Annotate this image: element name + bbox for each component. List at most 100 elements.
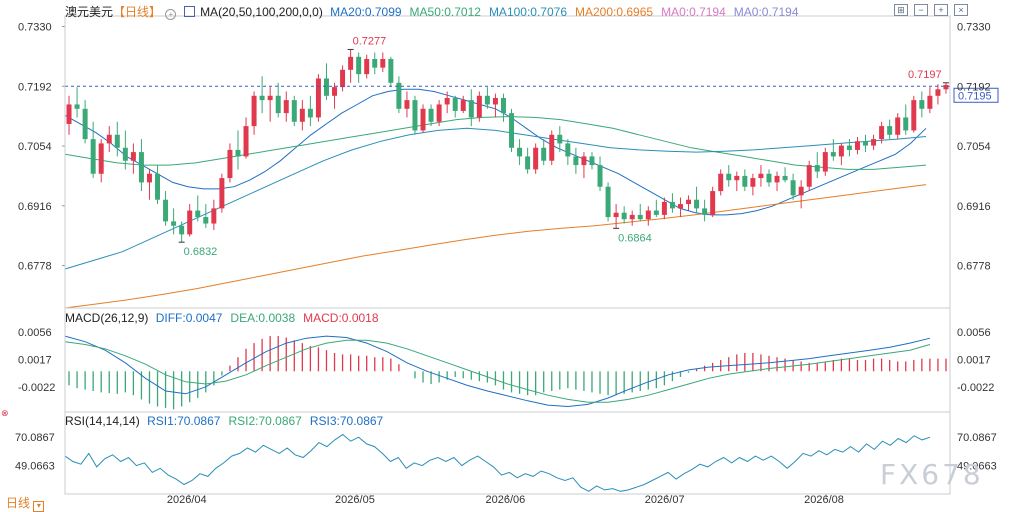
price-axis-label-right: 0.7192 (957, 81, 991, 93)
candle-body (315, 78, 321, 118)
candle-body (718, 173, 724, 192)
price-axis-label-left: 0.7192 (18, 81, 52, 93)
extreme-label: 0.7197 (908, 69, 942, 81)
candle-body (742, 175, 748, 187)
ma-toggle-icon[interactable]: + (165, 9, 177, 20)
legend-value: MA100:0.7076 (488, 5, 567, 19)
candle-body (541, 147, 547, 161)
candle-body (130, 152, 136, 161)
candle-body (822, 152, 828, 172)
crosshair-icon[interactable]: ⊗ (1, 408, 9, 418)
minus-icon[interactable]: − (914, 4, 928, 16)
ma-line-ma200 (64, 184, 927, 309)
candle-body (871, 139, 877, 146)
rsi-axis-label-right: 49.0663 (957, 460, 997, 472)
candle-body (669, 201, 675, 209)
candle-body (597, 165, 603, 187)
legend-value: RSI1:70.0867 (147, 414, 221, 428)
macd-title: MACD(26,12,9) (65, 311, 149, 325)
rsi-header: RSI(14,14,14) RSI1:70.0867 RSI2:70.0867 RS… (65, 414, 383, 428)
rsi-line (64, 433, 931, 492)
rsi-frame (64, 411, 951, 495)
axis-labels: 0.7330 0.7330 0.7192 0.7192 0.7054 0.7054 0.69… (15, 21, 997, 506)
candle-body (702, 208, 708, 215)
date-axis-label: 2026/08 (804, 494, 844, 506)
legend-value: DIFF:0.0047 (155, 311, 223, 325)
candle-body (420, 108, 426, 131)
candle-body (356, 56, 362, 75)
rsi-panel (64, 433, 931, 492)
candle-body (364, 58, 370, 75)
candle-body (340, 69, 346, 88)
rsi-title: RSI(14,14,14) (65, 414, 140, 428)
candle-body (283, 100, 289, 114)
moving-average-lines (64, 88, 927, 309)
rsi-axis-label-right: 70.0867 (957, 432, 997, 444)
price-axis-label-left: 0.6778 (18, 261, 52, 273)
candle-body (935, 89, 941, 96)
close-icon[interactable]: × (954, 4, 968, 16)
candle-body (589, 156, 595, 166)
candle-body (299, 108, 305, 122)
candle-body (509, 113, 515, 148)
candle-body (758, 173, 764, 179)
plus-icon[interactable]: + (934, 4, 948, 16)
ma-line-ma50 (64, 116, 927, 170)
expand-icon: ▾ (33, 501, 45, 512)
candle-body (211, 208, 217, 224)
candle-body (106, 134, 112, 144)
candle-body (686, 199, 692, 205)
candle-body (267, 95, 273, 101)
candle-body (605, 186, 611, 218)
macd-axis-label-left: 0.0017 (18, 354, 52, 366)
legend-value: MA0:0.7194 (661, 5, 726, 19)
period-footer[interactable]: 日线 ▾ (6, 494, 45, 512)
last-price-tag (953, 87, 999, 103)
candle-body (943, 84, 949, 90)
macd-panel (64, 335, 947, 410)
legend-value: DEA:0.0038 (230, 311, 296, 325)
last-price-label: 0.7195 (958, 90, 992, 102)
candle-body (653, 210, 659, 215)
rsi-legend: RSI1:70.0867 RSI2:70.0867 RSI3:70.0867 (143, 414, 383, 428)
ma-label: MA(20,50,100,200,0,0) (200, 5, 323, 19)
grid-icon[interactable]: ⊞ (894, 4, 908, 16)
period-label[interactable]: 【日线】 (113, 5, 162, 19)
candle-body (372, 58, 378, 68)
candle-body (90, 139, 96, 174)
candle-body (187, 210, 193, 235)
price-axis-label-right: 0.6916 (957, 201, 991, 213)
candle-body (452, 97, 458, 111)
candle-body (694, 199, 700, 209)
price-axis-label-left: 0.7054 (18, 141, 52, 153)
ma-line-ma100 (64, 127, 927, 270)
date-axis-label: 2026/05 (335, 494, 375, 506)
candle-body (259, 95, 265, 101)
candle-body (863, 141, 869, 146)
legend-value: MA50:0.7012 (409, 5, 481, 19)
macd-axis-label-right: 0.0017 (957, 354, 991, 366)
candle-body (275, 95, 281, 114)
candle-body (525, 156, 531, 170)
candle-body (396, 82, 402, 109)
candle-body (517, 147, 523, 157)
candle-body (854, 141, 860, 150)
watermark: FX678 (880, 458, 984, 491)
legend-value: MA20:0.7099 (330, 5, 402, 19)
price-axis-label-right: 0.7054 (957, 141, 991, 153)
ma-checkbox-icon[interactable] (183, 6, 195, 17)
candle-body (903, 117, 909, 131)
candle-body (677, 204, 683, 209)
candle-body (66, 104, 72, 124)
extreme-label: 0.7277 (353, 35, 387, 47)
candle-body (766, 173, 772, 183)
candle-body (388, 58, 394, 83)
price-axis-label-right: 0.6778 (957, 261, 991, 273)
candle-body (444, 97, 450, 105)
candle-body (500, 97, 506, 114)
candle-body (332, 87, 338, 96)
price-axis-label-left: 0.7330 (18, 21, 52, 33)
date-axis-label: 2026/04 (167, 494, 207, 506)
macd-line-diff (64, 335, 931, 408)
candle-body (323, 78, 329, 96)
